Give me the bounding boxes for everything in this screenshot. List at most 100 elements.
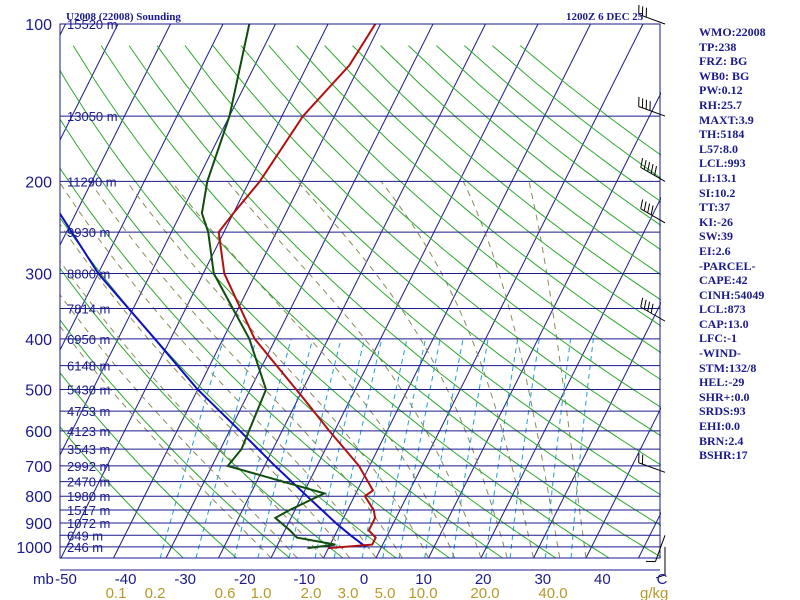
temperature-tick-label: C bbox=[657, 571, 668, 588]
temperature-tick-label: 30 bbox=[534, 571, 551, 588]
stat-row: L57:8.0 bbox=[699, 141, 738, 156]
height-label: 4753 m bbox=[67, 404, 110, 419]
temperature-tick-label: 10 bbox=[415, 571, 432, 588]
parcel-trace bbox=[60, 211, 367, 548]
height-label: 9930 m bbox=[67, 225, 110, 240]
wind-barb-feather bbox=[650, 303, 654, 314]
dry-adiabat-line bbox=[60, 319, 291, 559]
isotherm-line bbox=[533, 301, 661, 559]
moist-adiabat-line bbox=[297, 181, 508, 559]
stat-row: HEL:-29 bbox=[699, 375, 745, 390]
mixing-ratio-line bbox=[452, 338, 489, 559]
wind-barb-feather bbox=[655, 574, 666, 579]
stat-row: SRDS:93 bbox=[699, 404, 746, 419]
isotherm-line bbox=[428, 91, 661, 559]
dry-adiabat-line bbox=[184, 45, 661, 466]
sounding-profiles bbox=[60, 24, 377, 550]
mixing-ratio-label: 20.0 bbox=[470, 585, 499, 600]
stat-row: TH:5184 bbox=[699, 127, 745, 142]
mixing-ratio-line bbox=[424, 338, 464, 559]
frame-border bbox=[59, 23, 661, 559]
stat-row: TP:238 bbox=[699, 39, 737, 54]
moist-adiabat-line bbox=[89, 181, 403, 559]
temperature-tick-label: 40 bbox=[594, 571, 611, 588]
temperature-tick-label: -20 bbox=[234, 571, 256, 588]
stat-row: WMO:22008 bbox=[699, 25, 766, 39]
mixing-ratio-label: 1.0 bbox=[251, 585, 272, 600]
dry-adiabat-line bbox=[380, 45, 661, 276]
wind-barb-feather bbox=[643, 201, 647, 211]
isotherm-line bbox=[60, 24, 66, 37]
moist-adiabat-line bbox=[380, 181, 534, 559]
wind-barb-staff bbox=[640, 306, 666, 322]
moist-adiabat-line bbox=[60, 293, 298, 559]
stability-indices-panel: WMO:22008 TP:238 FRZ: BG WB0: BG PW:0.12 RH:2… bbox=[699, 25, 799, 463]
chart-header-left: U2008 (22008) Sounding bbox=[66, 11, 181, 23]
wind-barb-feather bbox=[650, 205, 654, 215]
isobar-lines bbox=[60, 23, 660, 548]
mixing-ratio-label: 2.0 bbox=[301, 585, 322, 600]
height-label: 7814 m bbox=[67, 302, 110, 317]
pressure-tick-label: 900 bbox=[25, 516, 52, 533]
dry-adiabat-line bbox=[352, 45, 661, 301]
dry-adiabat-line bbox=[60, 118, 503, 559]
pressure-tick-label: 500 bbox=[25, 383, 52, 400]
stat-row: EHI:0.0 bbox=[699, 419, 741, 434]
mixing-ratio-line bbox=[382, 338, 426, 559]
mixing-ratio-line bbox=[485, 338, 519, 559]
stat-row: SI:10.2 bbox=[699, 185, 736, 200]
plot-frame bbox=[59, 23, 661, 571]
isotherm-line bbox=[270, 24, 539, 559]
dry-adiabat-line bbox=[60, 167, 450, 559]
dry-adiabat-line bbox=[408, 45, 661, 251]
stat-row: -WIND- bbox=[699, 346, 741, 361]
mixing-ratio-label: 3.0 bbox=[338, 585, 359, 600]
wind-barbs bbox=[638, 4, 666, 579]
mixing-ratio-label: 0.2 bbox=[145, 585, 166, 600]
moist-adiabat-line bbox=[227, 181, 482, 559]
isotherm-lines bbox=[60, 24, 661, 559]
stat-row: RH:25.7 bbox=[699, 97, 742, 112]
mixing-ratio-line bbox=[195, 338, 257, 559]
dry-adiabat-line bbox=[296, 45, 661, 354]
pressure-tick-label: 600 bbox=[25, 424, 52, 441]
stat-row: WB0: BG bbox=[699, 68, 750, 83]
height-label: 6950 m bbox=[67, 332, 110, 347]
wind-barb-feather bbox=[640, 158, 644, 168]
pressure-tick-label: 800 bbox=[25, 489, 52, 506]
temperature-tick-label: -50 bbox=[55, 571, 77, 588]
height-label: 649 m bbox=[67, 528, 103, 543]
height-label: 8800 m bbox=[67, 266, 110, 281]
mixing-ratio-line bbox=[544, 338, 572, 559]
height-label: 3543 m bbox=[67, 442, 110, 457]
stat-row: STM:132/8 bbox=[699, 360, 757, 375]
pressure-tick-label: 400 bbox=[25, 332, 52, 349]
isotherm-line bbox=[113, 24, 381, 559]
moist-adiabat-line bbox=[171, 181, 456, 559]
height-label: 4123 m bbox=[67, 424, 110, 439]
temperature-tick-label: -10 bbox=[294, 571, 316, 588]
stat-row: LCL:993 bbox=[699, 156, 746, 171]
mixing-ratio-line bbox=[159, 338, 225, 559]
pressure-tick-label: 700 bbox=[25, 459, 52, 476]
stat-row: CINH:54049 bbox=[699, 287, 765, 302]
stat-row: MAXT:3.9 bbox=[699, 112, 754, 127]
moist-adiabat-line bbox=[126, 181, 429, 559]
temperature-tick-label: -30 bbox=[174, 571, 196, 588]
stat-row: LI:13.1 bbox=[699, 170, 737, 185]
stat-row: CAPE:42 bbox=[699, 273, 748, 288]
dry-adiabat-line bbox=[240, 45, 661, 409]
wind-barb-feather bbox=[654, 166, 657, 176]
height-label: 246 m bbox=[67, 540, 103, 555]
stat-row: LCL:873 bbox=[699, 302, 746, 317]
chart-header-right: 1200Z 6 DEC 25 bbox=[566, 11, 644, 23]
stat-row: KI:-26 bbox=[699, 214, 733, 229]
mixing-ratio-line bbox=[398, 338, 441, 559]
height-label: 2470 m bbox=[67, 475, 110, 490]
pressure-tick-label: 100 bbox=[25, 17, 52, 34]
mixing-ratio-label: 0.1 bbox=[106, 585, 127, 600]
wind-barb-feather bbox=[640, 199, 644, 209]
dry-adiabat-line bbox=[60, 426, 184, 559]
pressure-unit-label: mb bbox=[33, 571, 54, 588]
dry-adiabat-line bbox=[72, 45, 610, 559]
